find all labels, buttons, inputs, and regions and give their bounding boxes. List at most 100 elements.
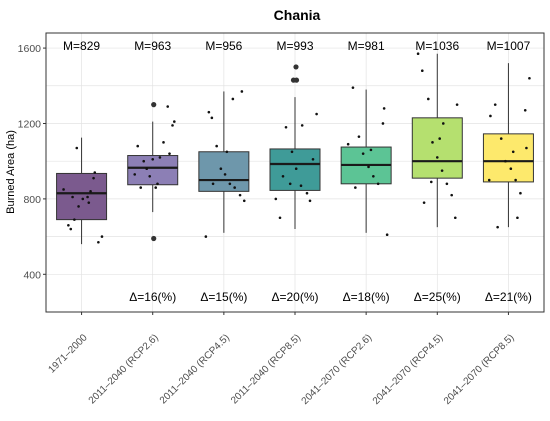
data-point bbox=[136, 144, 140, 148]
box-iqr bbox=[482, 133, 534, 183]
data-point bbox=[367, 165, 370, 169]
data-point bbox=[242, 199, 246, 203]
data-point bbox=[77, 205, 80, 208]
data-point bbox=[487, 178, 491, 182]
delta-label: Δ=25(%) bbox=[414, 290, 461, 304]
data-point bbox=[215, 144, 218, 148]
data-point bbox=[528, 76, 531, 80]
mean-label: M=993 bbox=[276, 39, 313, 53]
outlier-point bbox=[293, 64, 299, 70]
data-point bbox=[305, 191, 309, 195]
data-point bbox=[382, 107, 386, 110]
data-point bbox=[431, 141, 434, 144]
y-tick-label: 1200 bbox=[18, 118, 42, 130]
delta-label: Δ=15(%) bbox=[200, 290, 247, 304]
data-point bbox=[441, 122, 445, 125]
data-point bbox=[228, 182, 232, 186]
x-tick-label: 1971–2000 bbox=[47, 332, 90, 375]
data-point bbox=[385, 233, 389, 237]
data-point bbox=[162, 141, 165, 144]
data-point bbox=[372, 174, 375, 178]
data-point bbox=[455, 103, 459, 106]
mean-label: M=963 bbox=[134, 39, 171, 53]
data-point bbox=[156, 182, 159, 186]
outlier-point bbox=[151, 102, 157, 108]
data-point bbox=[369, 148, 373, 152]
x-tick-label: 2041–2070 (RCP8.5) bbox=[442, 332, 517, 407]
mean-annotations: M=829 M=963 M=956 M=993 M=981 M=1036 M=1007 bbox=[63, 39, 531, 53]
delta-annotations: Δ=16(%) Δ=15(%) Δ=20(%) Δ=18(%) Δ=25(%) Δ=21(… bbox=[129, 290, 532, 304]
y-tick-label: 800 bbox=[23, 194, 41, 206]
data-point bbox=[158, 156, 162, 159]
data-point bbox=[211, 182, 215, 186]
x-tick-label: 2041–2070 (RCP4.5) bbox=[371, 332, 446, 407]
data-point bbox=[89, 190, 92, 193]
data-point bbox=[422, 201, 426, 204]
data-point bbox=[420, 69, 424, 73]
data-point bbox=[166, 105, 170, 108]
data-point bbox=[499, 137, 503, 140]
data-point bbox=[219, 167, 223, 171]
data-point bbox=[142, 159, 146, 163]
y-axis-ticks: 400 800 1200 1600 bbox=[18, 43, 46, 281]
x-tick-label: 2011–2040 (RCP4.5) bbox=[158, 332, 232, 406]
data-point bbox=[233, 186, 236, 189]
outlier-point bbox=[151, 235, 157, 242]
data-point bbox=[207, 110, 211, 114]
data-point bbox=[376, 182, 380, 186]
delta-label: Δ=20(%) bbox=[271, 290, 318, 304]
y-tick-label: 1600 bbox=[18, 43, 42, 55]
data-point bbox=[67, 223, 70, 227]
data-point bbox=[308, 199, 312, 203]
x-tick-label: 2011–2040 (RCP2.6) bbox=[87, 332, 161, 406]
data-point bbox=[514, 178, 517, 182]
data-point bbox=[62, 188, 65, 191]
data-point bbox=[171, 124, 174, 127]
data-point bbox=[361, 152, 365, 155]
mean-label: M=829 bbox=[63, 39, 100, 53]
x-tick-label: 2041–2070 (RCP2.6) bbox=[300, 332, 375, 407]
mean-label: M=1036 bbox=[415, 39, 459, 53]
data-point bbox=[281, 174, 285, 178]
data-point bbox=[97, 240, 100, 244]
data-point bbox=[231, 97, 235, 101]
data-point bbox=[523, 108, 527, 112]
y-axis-label: Burned Area (ha) bbox=[5, 130, 17, 214]
data-point bbox=[133, 173, 137, 176]
data-point bbox=[346, 142, 350, 146]
x-tick-label: 2011–2040 (RCP8.5) bbox=[229, 332, 303, 406]
data-point bbox=[210, 116, 214, 120]
delta-label: Δ=18(%) bbox=[343, 290, 390, 304]
data-point bbox=[300, 124, 304, 127]
delta-label: Δ=21(%) bbox=[485, 290, 532, 304]
data-point bbox=[450, 193, 453, 197]
data-point bbox=[315, 112, 318, 116]
chart-title: Chania bbox=[274, 7, 321, 23]
data-point bbox=[71, 195, 74, 199]
box-iqr bbox=[269, 148, 321, 191]
box-iqr bbox=[411, 117, 463, 179]
data-point bbox=[351, 86, 355, 89]
outlier-point bbox=[293, 77, 300, 83]
data-point bbox=[73, 218, 76, 221]
data-point bbox=[151, 158, 155, 161]
data-point bbox=[92, 176, 95, 180]
data-point bbox=[225, 150, 229, 154]
data-point bbox=[288, 182, 292, 186]
data-point bbox=[173, 120, 176, 123]
data-point bbox=[429, 180, 433, 184]
data-point bbox=[81, 197, 85, 201]
data-point bbox=[69, 227, 73, 231]
data-point bbox=[87, 201, 91, 204]
box-iqr bbox=[198, 151, 250, 192]
data-point bbox=[154, 186, 158, 189]
data-point bbox=[299, 184, 303, 187]
data-point bbox=[525, 146, 528, 150]
data-point bbox=[426, 97, 430, 101]
data-point bbox=[357, 135, 361, 138]
data-point bbox=[516, 216, 519, 220]
box-iqr bbox=[56, 172, 108, 221]
data-point bbox=[504, 159, 507, 163]
data-point bbox=[100, 235, 104, 238]
